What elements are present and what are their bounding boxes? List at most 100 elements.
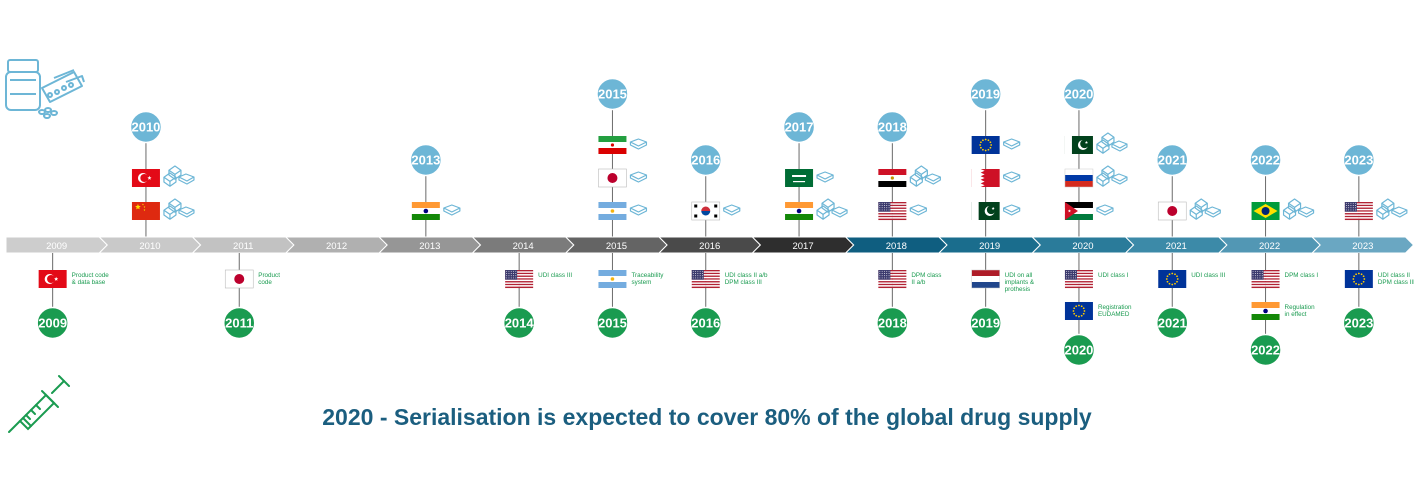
svg-text:Product: Product: [258, 272, 280, 279]
svg-text:system: system: [631, 279, 651, 286]
timeline-year-label: 2011: [233, 241, 253, 252]
flag-saudi-arabia: [785, 169, 814, 187]
pharma-year-circle: 2019: [969, 77, 1002, 111]
svg-text:UDI class III: UDI class III: [538, 272, 572, 279]
svg-text:2015: 2015: [598, 87, 627, 102]
timeline-segment-2012: 2012: [284, 236, 388, 254]
flag-usa: [691, 270, 720, 289]
pharma-year-circle: 2023: [1342, 143, 1376, 177]
svg-text:2018: 2018: [878, 316, 907, 331]
boxes-icon: [163, 198, 195, 220]
svg-text:Registration: Registration: [1098, 304, 1132, 311]
pharma-event-2020: 2020: [1062, 77, 1128, 237]
flag-egypt: [878, 169, 907, 187]
pharma-event-2015: 2015: [596, 77, 648, 237]
pharma-event-2017: 2017: [782, 110, 848, 237]
timeline-segment-2021: 2021: [1124, 236, 1228, 254]
pharma-event-2023: 2023: [1342, 143, 1408, 237]
timeline-segment-2020: 2020: [1031, 236, 1135, 254]
flag-russia: [1064, 168, 1094, 188]
pharma-event-2019: 2019: [969, 77, 1021, 237]
pharma-year-circle: 2017: [782, 110, 816, 144]
pharma-year-circle: 2015: [596, 77, 629, 111]
svg-text:2020: 2020: [1064, 87, 1093, 102]
boxes-icon: [1282, 198, 1315, 220]
timeline-year-label: 2015: [606, 241, 627, 252]
device-year-circle: 2023: [1342, 306, 1376, 340]
boxes-icon: [1189, 198, 1221, 220]
flag-japan: [598, 168, 627, 188]
svg-text:2010: 2010: [131, 120, 160, 135]
pharma-year-circle: 2010: [129, 110, 163, 144]
boxes-icon: [1376, 198, 1408, 220]
flag-india: [785, 202, 814, 220]
pharma-event-2010: 2010: [129, 110, 195, 237]
svg-text:2011: 2011: [225, 316, 253, 331]
svg-text:code: code: [258, 279, 272, 286]
timeline-segment-2014: 2014: [471, 236, 575, 254]
caption: 2020 - Serialisation is expected to cove…: [322, 404, 1092, 430]
timeline-segment-2022: 2022: [1217, 236, 1321, 254]
timeline-year-label: 2012: [326, 241, 347, 252]
timeline-bar: 2009 2010 2011 2012 2013 2014 2015 2016 2017 2018…: [5, 236, 1414, 254]
pharma-year-circle: 2013: [409, 143, 443, 177]
pharma-year-circle: 2020: [1062, 77, 1096, 111]
svg-text:2013: 2013: [411, 153, 440, 168]
pharma-event-2022: 2022: [1249, 143, 1315, 237]
timeline-segment-2017: 2017: [751, 236, 855, 254]
svg-text:2016: 2016: [691, 153, 720, 168]
flag-south-korea: [691, 201, 721, 221]
svg-text:2009: 2009: [38, 316, 67, 331]
flag-usa: [1251, 270, 1280, 289]
flag-usa: [1344, 202, 1373, 221]
flag-argentina: [598, 202, 627, 220]
svg-text:Traceability: Traceability: [631, 272, 664, 279]
svg-text:2021: 2021: [1158, 153, 1187, 168]
flag-pakistan: [1064, 136, 1093, 154]
timeline-year-label: 2016: [699, 241, 720, 252]
timeline-segment-2023: 2023: [1310, 236, 1414, 254]
pharma-year-circle: 2021: [1156, 143, 1189, 177]
header-icons: [5, 59, 85, 433]
svg-text:2023: 2023: [1344, 316, 1373, 331]
flag-pakistan: [971, 202, 1000, 220]
timeline-segment-2009: 2009: [5, 236, 109, 254]
boxes-icon: [163, 165, 195, 187]
timeline-year-label: 2014: [513, 241, 534, 252]
box-icon: [629, 204, 648, 216]
svg-text:UDI class II: UDI class II: [1378, 272, 1410, 279]
svg-text:2019: 2019: [971, 87, 1000, 102]
pharma-year-circle: 2016: [689, 143, 722, 177]
timeline-year-label: 2013: [419, 241, 440, 252]
box-icon: [1003, 171, 1021, 183]
svg-text:Regulation: Regulation: [1285, 304, 1316, 311]
flag-turkey: [131, 169, 160, 187]
pharma-event-2021: 2021: [1156, 143, 1221, 237]
flag-usa: [878, 202, 907, 221]
flag-turkey: [38, 270, 67, 288]
pharma-event-2013: 2013: [409, 143, 461, 237]
medicine-bottle-blister-icon: [5, 59, 85, 119]
flag-eu: [1158, 270, 1187, 288]
flag-eu: [971, 136, 1000, 154]
svg-text:2021: 2021: [1158, 316, 1187, 331]
boxes-icon: [909, 165, 941, 187]
device-year-circle: 2021: [1156, 306, 1189, 340]
device-year-circle: 2020: [1062, 333, 1096, 367]
timeline-year-label: 2009: [46, 241, 67, 252]
syringe-icon: [8, 375, 70, 433]
boxes-icon: [1096, 132, 1128, 154]
svg-text:DPM class III: DPM class III: [1378, 279, 1414, 286]
device-year-circle: 2015: [596, 306, 629, 340]
pharma-event-2018: 2018: [876, 110, 941, 237]
svg-text:DPM class III: DPM class III: [725, 279, 762, 286]
device-milestone-label: UDI class III: [538, 272, 572, 279]
timeline-segment-2015: 2015: [564, 236, 668, 254]
